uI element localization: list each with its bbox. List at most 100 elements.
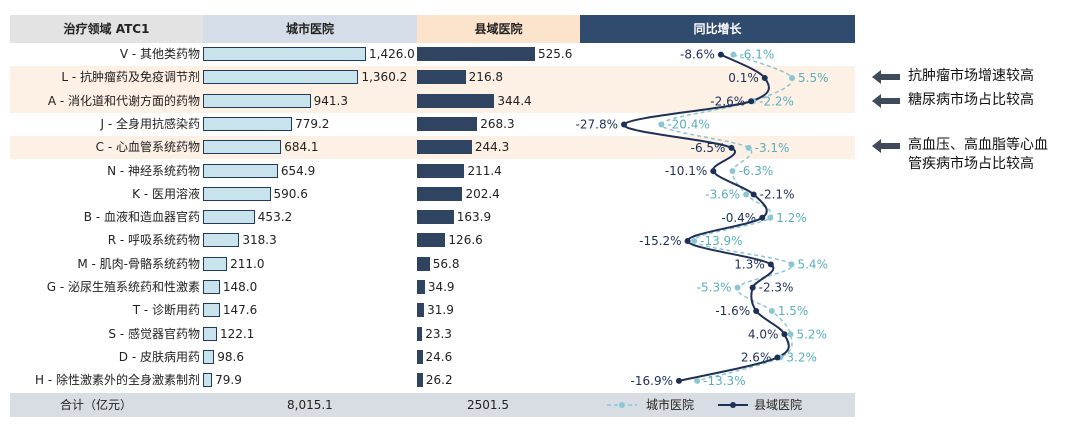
legend-county-label: 县域医院 xyxy=(754,398,803,412)
county-growth-label: 2.6% xyxy=(741,351,772,365)
city-growth-label: -6.3% xyxy=(738,164,773,178)
county-bar xyxy=(417,186,463,201)
county-growth-label: -15.2% xyxy=(639,234,681,248)
category-label: R - 呼吸系统药物 xyxy=(107,233,200,248)
county-growth-label: -8.6% xyxy=(680,48,715,62)
city-growth-label: -3.6% xyxy=(705,187,740,201)
city-growth-label: 3.2% xyxy=(786,351,817,365)
county-bar xyxy=(417,373,423,388)
city-growth-point xyxy=(743,191,750,198)
category-label: A - 消化道和代谢方面的药物 xyxy=(47,93,200,108)
city-growth-label: 5.2% xyxy=(796,327,827,341)
city-bar xyxy=(203,326,217,341)
county-growth-point xyxy=(621,121,627,128)
city-growth-point xyxy=(788,261,795,268)
county-growth-label: 0.1% xyxy=(728,71,759,85)
arrow-left-icon xyxy=(872,94,900,108)
county-bar xyxy=(417,163,465,178)
county-growth-point xyxy=(675,377,682,384)
city-growth-point xyxy=(787,331,794,338)
footer-label: 合计（亿元） xyxy=(60,398,133,412)
county-growth-point xyxy=(759,214,766,221)
city-growth-label: -5.3% xyxy=(697,281,732,295)
header-growth: 同比增长 xyxy=(580,15,855,43)
city-growth-point xyxy=(789,74,795,81)
city-growth-label: 1.5% xyxy=(778,304,809,318)
category-label: M - 肌肉-骨骼系统药物 xyxy=(77,256,200,271)
city-growth-point xyxy=(729,168,736,175)
county-bar xyxy=(417,140,472,155)
legend-city-line-icon xyxy=(607,402,637,408)
county-growth-label: -6.5% xyxy=(691,141,726,155)
county-bar xyxy=(417,349,423,364)
county-value-label: 211.4 xyxy=(467,163,502,178)
category-label: J - 全身用抗感染药 xyxy=(100,116,201,131)
city-bar xyxy=(203,93,311,108)
county-bar xyxy=(417,116,478,131)
county-growth-point xyxy=(750,191,757,198)
city-growth-label: 1.2% xyxy=(776,211,807,225)
city-bar xyxy=(203,233,240,248)
county-bar xyxy=(417,233,446,248)
city-bar xyxy=(203,256,228,271)
city-growth-label: -20.4% xyxy=(667,118,709,132)
county-growth-label: -27.8% xyxy=(576,118,618,132)
city-growth-point xyxy=(734,284,741,291)
city-growth-point xyxy=(694,377,701,384)
county-growth-label: -2.3% xyxy=(759,281,794,295)
county-bar xyxy=(417,326,423,341)
city-growth-label: -13.9% xyxy=(700,234,742,248)
county-growth-label: -1.6% xyxy=(715,304,750,318)
note-cardiovascular-line2: 管疾病市场占比较高 xyxy=(908,156,1034,172)
note-oncology: 抗肿瘤市场增速较高 xyxy=(908,68,1034,84)
category-label: G - 泌尿生殖系统药和性激素 xyxy=(46,280,200,294)
city-bar xyxy=(203,70,359,85)
city-bar xyxy=(203,303,220,318)
city-growth-label: 5.5% xyxy=(798,71,829,85)
county-value-label: 163.9 xyxy=(456,210,492,225)
county-growth-point xyxy=(749,284,756,291)
county-value-label: 202.4 xyxy=(465,186,500,201)
note-cardiovascular-line1: 高血压、高血脂等心血 xyxy=(908,137,1048,153)
city-growth-label: 5.4% xyxy=(797,257,828,271)
county-growth-label: -2.6% xyxy=(710,94,745,108)
city-growth-label: -2.2% xyxy=(759,94,794,108)
county-growth-point xyxy=(781,331,788,338)
arrow-left-icon xyxy=(872,70,900,84)
county-bar xyxy=(417,280,425,294)
county-value-label: 34.9 xyxy=(427,280,455,294)
county-growth-point xyxy=(753,307,760,314)
county-value-label: 23.3 xyxy=(425,326,452,341)
city-value-label: 654.9 xyxy=(280,163,316,178)
city-bar xyxy=(203,210,255,225)
county-bar xyxy=(417,256,430,271)
category-label: H - 除性激素外的全身激素制剂 xyxy=(35,373,200,388)
county-growth-label: -2.1% xyxy=(760,187,795,201)
county-value-label: 244.3 xyxy=(474,140,510,155)
category-label: B - 血液和造血器官药 xyxy=(83,210,200,225)
city-value-label: 79.9 xyxy=(215,373,242,388)
county-bar xyxy=(417,303,425,318)
county-bar xyxy=(417,93,495,108)
county-value-label: 344.4 xyxy=(497,93,532,108)
legend-county-line-icon xyxy=(718,402,748,408)
city-growth-point xyxy=(767,214,774,221)
city-value-label: 941.3 xyxy=(313,93,348,108)
city-bar xyxy=(203,163,278,178)
city-growth-point xyxy=(658,121,665,128)
category-label: L - 抗肿瘤药及免疫调节剂 xyxy=(61,70,200,85)
county-value-label: 31.9 xyxy=(427,303,454,318)
county-growth-point xyxy=(748,98,755,105)
city-growth-point xyxy=(730,51,737,58)
city-value-label: 779.2 xyxy=(295,116,330,131)
city-value-label: 590.6 xyxy=(273,186,308,201)
county-value-label: 24.6 xyxy=(425,349,453,364)
county-bar xyxy=(417,47,535,61)
city-growth-label: -3.1% xyxy=(755,141,790,155)
footer-county-total: 2501.5 xyxy=(467,398,509,412)
header-city: 城市医院 xyxy=(203,15,417,43)
city-bar xyxy=(203,116,293,131)
county-growth-point xyxy=(710,168,717,175)
county-growth-point xyxy=(728,144,735,151)
